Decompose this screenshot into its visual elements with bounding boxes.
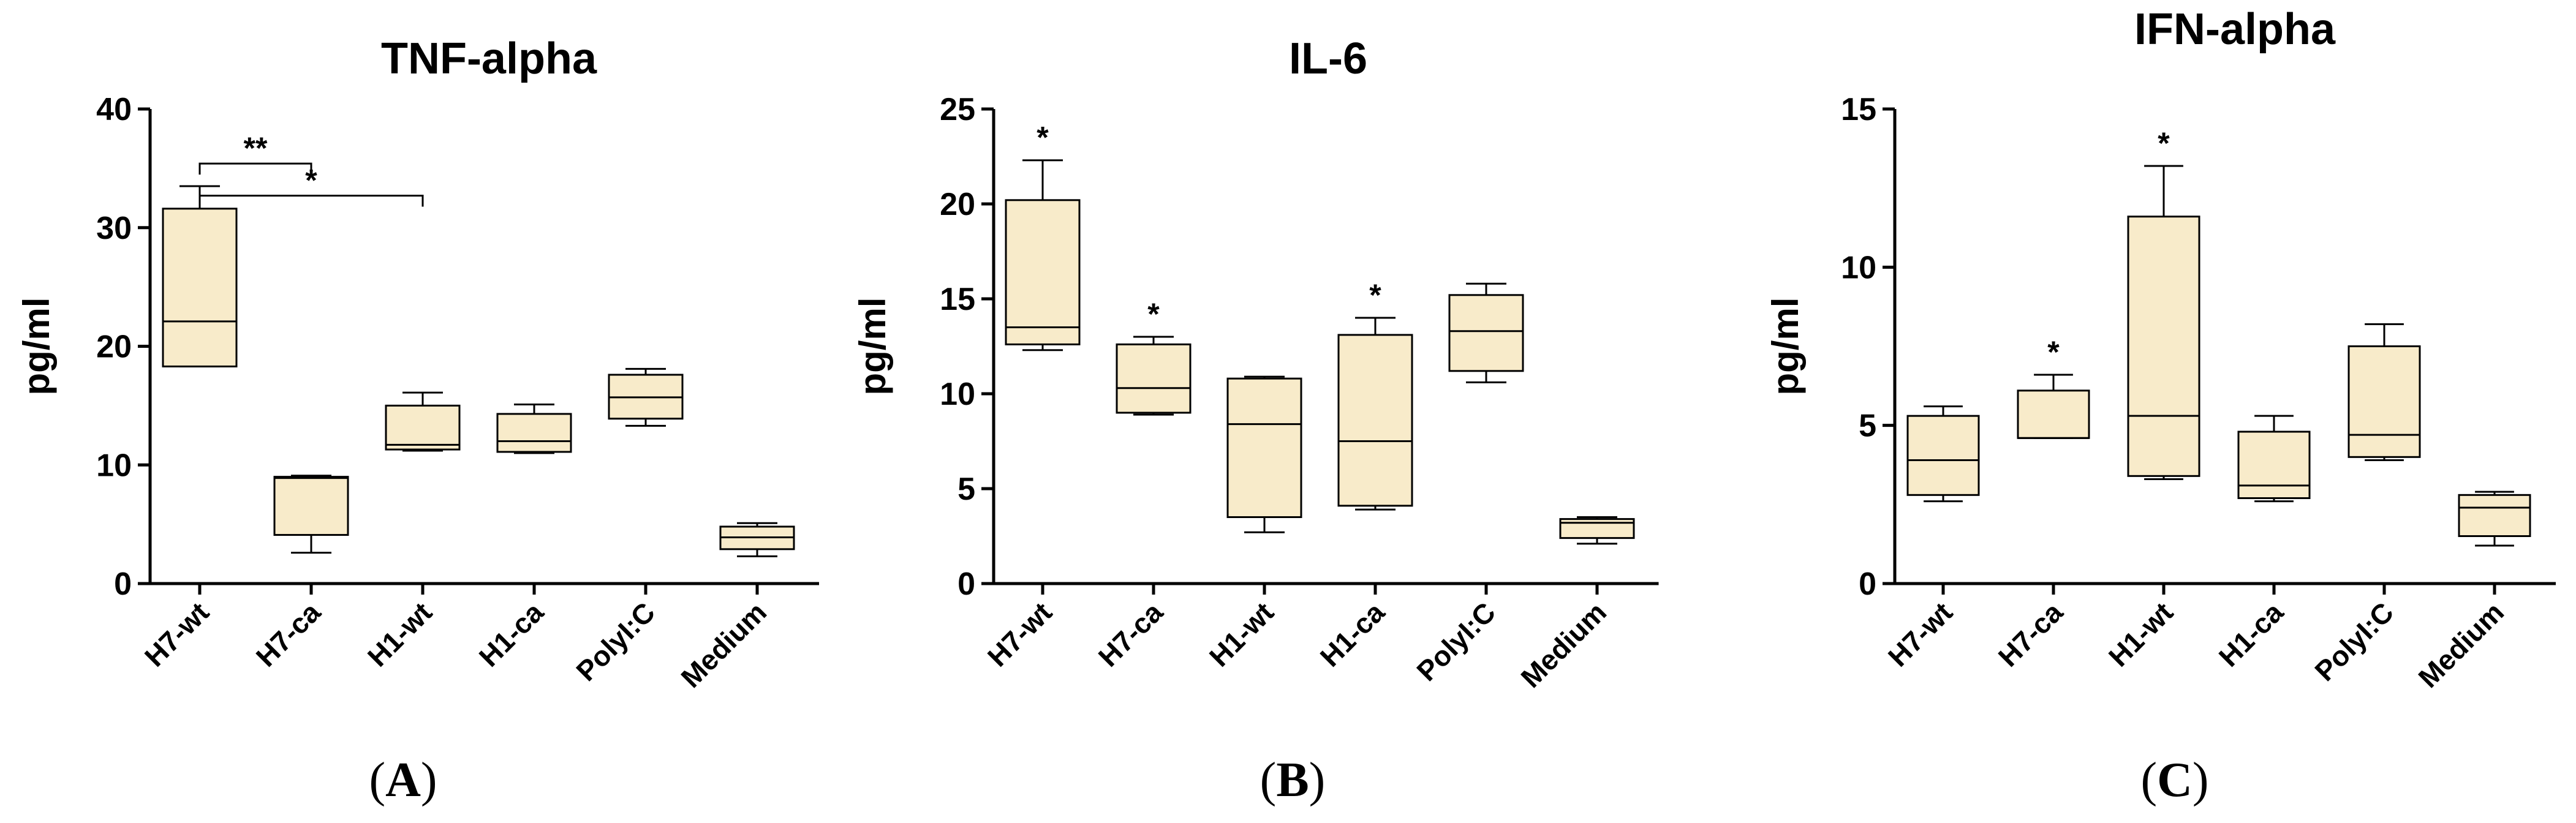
y-tick-label: 10 xyxy=(1841,250,1876,285)
x-tick-label: H1-wt xyxy=(2102,596,2179,672)
significance-marker: * xyxy=(1147,297,1160,331)
y-axis-label: pg/ml xyxy=(16,298,57,396)
box-h1-ca xyxy=(496,413,572,453)
y-axis-label: pg/ml xyxy=(852,298,893,396)
box-medium xyxy=(1559,518,1635,539)
box-medium xyxy=(2458,494,2531,537)
y-tick-label: 0 xyxy=(1859,566,1876,602)
box-h1-ca xyxy=(2237,430,2311,499)
x-tick-label: PolyI:C xyxy=(2308,596,2400,687)
y-axis-label: pg/ml xyxy=(1765,298,1806,396)
significance-marker: * xyxy=(2158,126,2170,160)
box-polyi-c xyxy=(2347,345,2421,458)
panel-a: TNF-alpha pg/ml 0 10 20 30 40 H7-wt H7-ca H1-wt H1… xyxy=(16,34,819,807)
panel-label-open: ( xyxy=(369,753,385,807)
box-h1-wt xyxy=(2127,216,2200,477)
box-h7-ca xyxy=(2017,389,2090,439)
x-tick-label: Medium xyxy=(2412,596,2510,694)
y-tick-label: 25 xyxy=(940,92,975,127)
panel-label: (C) xyxy=(2140,753,2208,807)
x-tick-label: H7-wt xyxy=(981,596,1058,672)
y-tick-label: 20 xyxy=(940,187,975,222)
panel-b: IL-6 pg/ml 0 5 10 15 20 25 H7-wt * H7-ca * H1-wt H1-c… xyxy=(852,34,1659,807)
box-h7-wt xyxy=(162,208,238,367)
y-tick-label: 0 xyxy=(958,566,975,602)
x-tick-label: H7-ca xyxy=(250,596,327,673)
chart-title: TNF-alpha xyxy=(381,34,597,83)
box-h7-ca xyxy=(273,476,349,536)
box-h7-wt xyxy=(1005,199,1081,345)
x-tick-label: H1-ca xyxy=(2213,596,2290,673)
chart-title: IFN-alpha xyxy=(2134,5,2336,54)
significance-bracket-label: ** xyxy=(244,131,268,165)
panel-label-letter: A xyxy=(385,753,421,807)
significance-marker: * xyxy=(1037,121,1049,155)
significance-marker: * xyxy=(1369,278,1381,312)
box-polyi-c xyxy=(1448,294,1524,372)
panel-label-close: ) xyxy=(2193,753,2209,807)
x-tick-label: H1-wt xyxy=(1203,596,1280,672)
x-tick-label: H7-wt xyxy=(138,596,215,672)
significance-marker: * xyxy=(2047,335,2060,369)
y-tick-label: 20 xyxy=(96,329,132,365)
y-tick-label: 5 xyxy=(958,472,975,507)
x-tick-label: H7-ca xyxy=(1992,596,2069,673)
y-tick-label: 0 xyxy=(114,566,132,602)
y-tick-label: 15 xyxy=(940,282,975,317)
significance-bracket xyxy=(198,194,424,207)
box-h1-ca xyxy=(1337,334,1413,507)
x-tick-label: Medium xyxy=(1514,596,1612,694)
panel-label: (B) xyxy=(1260,753,1326,807)
panel-label-letter: C xyxy=(2157,753,2193,807)
significance-bracket xyxy=(198,162,312,175)
panel-c: IFN-alpha pg/ml 0 5 10 15 H7-wt H7-ca * H1-wt * H1-… xyxy=(1765,5,2556,807)
x-tick-label: H7-wt xyxy=(1882,596,1958,672)
x-tick-label: H1-ca xyxy=(1314,596,1391,673)
significance-bracket-label: * xyxy=(305,163,317,197)
y-tick-label: 40 xyxy=(96,92,132,127)
box-h1-wt xyxy=(1226,377,1302,519)
panel-label: (A) xyxy=(369,753,437,807)
y-tick-label: 5 xyxy=(1859,408,1876,444)
box-h1-wt xyxy=(385,404,461,451)
x-tick-label: H1-ca xyxy=(473,596,550,673)
chart-title: IL-6 xyxy=(1289,34,1367,83)
panel-label-open: ( xyxy=(2140,753,2157,807)
x-tick-label: PolyI:C xyxy=(570,596,661,687)
y-tick-label: 15 xyxy=(1841,92,1876,127)
x-tick-label: PolyI:C xyxy=(1410,596,1501,687)
x-tick-label: H1-wt xyxy=(361,596,438,672)
box-h7-wt xyxy=(1906,415,1980,496)
box-h7-ca xyxy=(1116,343,1192,414)
x-tick-label: H7-ca xyxy=(1092,596,1169,673)
panel-label-open: ( xyxy=(1260,753,1277,807)
panel-label-close: ) xyxy=(1309,753,1326,807)
panel-label-letter: B xyxy=(1276,753,1309,807)
panel-label-close: ) xyxy=(421,753,437,807)
x-tick-label: Medium xyxy=(674,596,772,694)
y-tick-label: 10 xyxy=(96,448,132,483)
y-tick-label: 30 xyxy=(96,211,132,246)
y-tick-label: 10 xyxy=(940,377,975,412)
